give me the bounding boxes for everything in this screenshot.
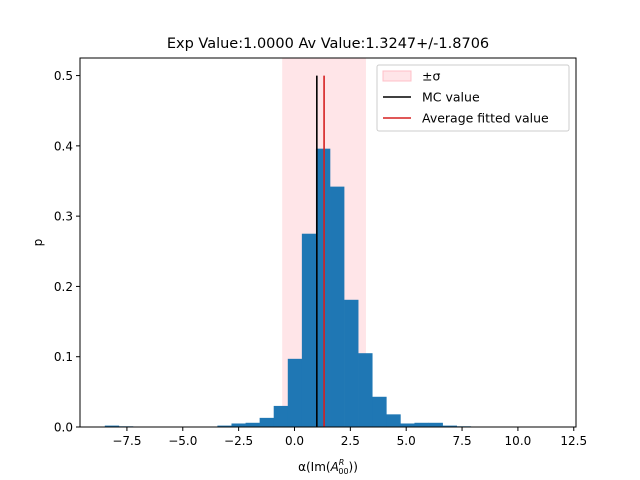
y-tick-label: 0.4	[54, 139, 73, 153]
histogram-bar	[104, 425, 120, 427]
histogram-bar	[273, 405, 289, 427]
histogram-bar	[245, 422, 260, 427]
histogram-bar	[358, 353, 373, 427]
histogram-bar	[400, 423, 415, 427]
plot-frame	[79, 57, 577, 428]
histogram-bar	[287, 358, 303, 427]
chart-title: Exp Value:1.0000 Av Value:1.3247+/-1.870…	[167, 36, 489, 52]
x-axis-label-suffix: ))	[349, 460, 358, 474]
x-tick-label: 10.0	[505, 434, 532, 448]
x-tick-label: 5.0	[397, 434, 416, 448]
histogram-bar	[442, 425, 457, 427]
x-tick-label: −5.0	[168, 434, 197, 448]
histogram-bar	[315, 148, 331, 427]
value-lines	[316, 75, 325, 427]
y-tick-label: 0.5	[54, 69, 73, 83]
y-axis-label: p	[31, 239, 45, 247]
y-tick-label: 0.0	[54, 421, 73, 435]
legend-label-mc-value: MC value	[422, 90, 480, 105]
x-axis-ticks: −7.5 −5.0 −2.5 0.0 2.5 5.0 7.5 10.0 12.5	[112, 427, 587, 448]
x-axis-label-prefix: α(Im(	[298, 460, 331, 474]
x-axis-label: α(Im(AR 00))	[298, 458, 358, 476]
y-axis-ticks: 0.0 0.1 0.2 0.3 0.4 0.5	[54, 69, 80, 435]
x-axis-label-subscript: 00	[338, 467, 348, 476]
histogram-bar	[372, 396, 387, 427]
histogram-bar	[428, 422, 443, 427]
histogram-bar	[301, 233, 317, 427]
legend: ±σ MC value Average fitted value	[376, 64, 570, 132]
legend-sigma-swatch	[382, 70, 412, 82]
x-tick-label: 0.0	[285, 434, 304, 448]
y-tick-label: 0.1	[54, 350, 73, 364]
histogram-bar	[414, 422, 429, 427]
histogram-bar	[344, 299, 359, 427]
x-axis-label-symbol: A	[330, 460, 339, 474]
x-tick-label: 2.5	[341, 434, 360, 448]
x-axis-label-superscript: R	[339, 458, 345, 467]
histogram-bar	[386, 414, 401, 427]
x-tick-label: −7.5	[112, 434, 141, 448]
histogram-bars	[104, 148, 472, 427]
y-tick-label: 0.3	[54, 210, 73, 224]
x-tick-label: 12.5	[560, 434, 587, 448]
legend-label-sigma: ±σ	[422, 69, 440, 84]
legend-box	[376, 64, 570, 132]
x-tick-label: −2.5	[224, 434, 253, 448]
y-tick-label: 0.2	[54, 280, 73, 294]
histogram-bar	[217, 425, 232, 427]
x-tick-label: 7.5	[453, 434, 472, 448]
histogram-bar	[259, 417, 275, 427]
histogram-bar	[330, 186, 345, 427]
legend-label-average-fitted: Average fitted value	[422, 111, 549, 126]
histogram-bar	[231, 423, 246, 427]
